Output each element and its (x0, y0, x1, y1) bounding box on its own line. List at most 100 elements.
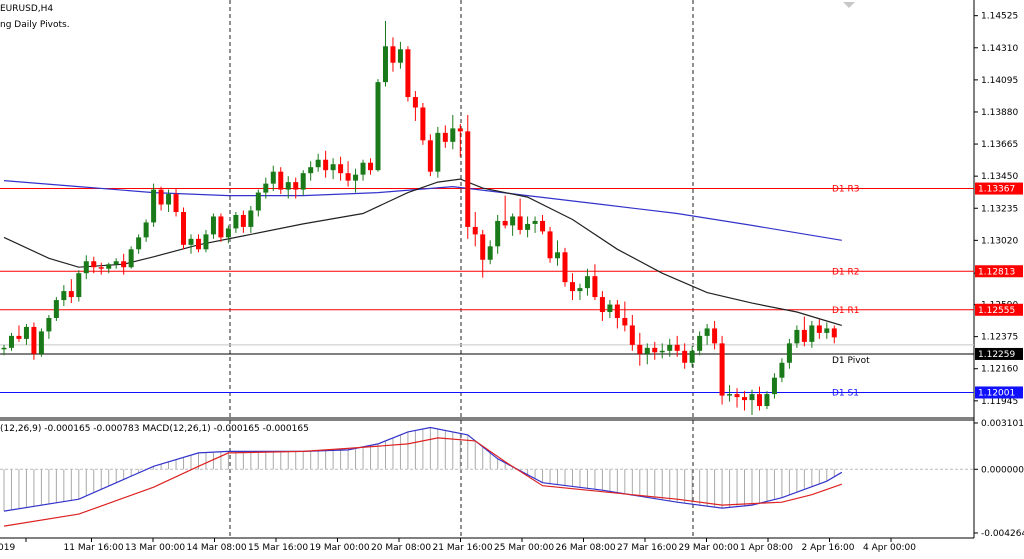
candle-body (510, 216, 516, 226)
candle-body (569, 282, 575, 292)
candle-body (308, 167, 314, 174)
candle-body (697, 335, 703, 351)
time-tick-label: 29 Mar 00:00 (679, 543, 739, 553)
candle-body (61, 291, 67, 301)
time-tick-label: 26 Mar 08:00 (556, 543, 616, 553)
candle-body (195, 238, 201, 250)
candle-body (472, 226, 478, 235)
pivot-price-tag (975, 347, 1023, 360)
candle-body (38, 331, 44, 354)
pivot-label: D1 R1 (832, 306, 860, 316)
candle-body (173, 194, 179, 212)
candle-body (427, 140, 433, 172)
pivot-price-tag (975, 182, 1023, 195)
candle-body (106, 264, 112, 269)
candle-body (786, 343, 792, 363)
candle-body (113, 261, 119, 265)
candle-body (644, 347, 650, 354)
candle-body (652, 347, 658, 353)
moving-average-slow (3, 180, 842, 241)
candle-body (689, 350, 695, 363)
time-tick-label: 13 Mar 00:00 (125, 543, 185, 553)
time-tick-label: 15 Mar 16:00 (248, 543, 308, 553)
time-tick-label: 4 Apr 00:00 (863, 543, 916, 553)
candle-body (801, 329, 807, 342)
candle-body (210, 216, 216, 235)
price-tick-label: 1.13880 (981, 108, 1018, 118)
candle-body (667, 344, 673, 351)
candle-body (203, 234, 209, 250)
time-tick-label: 25 Mar 00:00 (494, 543, 554, 553)
candle-body (547, 231, 553, 259)
candle-body (16, 335, 22, 339)
candle-body (450, 128, 456, 142)
candle-body (293, 182, 299, 190)
candle-body (540, 220, 546, 232)
candle-body (218, 216, 224, 238)
price-tick-label: 1.14525 (981, 12, 1018, 22)
time-tick-label: 20 Mar 08:00 (371, 543, 431, 553)
candle-body (412, 97, 418, 108)
moving-average-fast (3, 178, 842, 326)
time-tick-label: 14 Mar 08:00 (187, 543, 247, 553)
candle-body (495, 220, 501, 247)
candle-body (682, 350, 688, 363)
candle-body (734, 394, 740, 398)
candle-body (91, 261, 97, 268)
candle-body (53, 300, 59, 318)
candle-body (1, 347, 7, 350)
candle-body (719, 343, 725, 396)
candle-body (727, 394, 733, 396)
candle-body (121, 261, 127, 268)
candle-body (338, 164, 344, 174)
candle-body (405, 49, 411, 98)
candle-body (622, 317, 628, 326)
candle-body (375, 82, 381, 171)
candle-body (704, 328, 710, 336)
candle-body (756, 394, 762, 407)
candle-body (323, 159, 329, 171)
pivot-price-tag-text: 1.12555 (978, 306, 1015, 316)
macd-tick-label: 0.000000 (981, 465, 1024, 475)
candle-body (98, 267, 104, 269)
candle-body (136, 237, 142, 250)
candle-body (502, 220, 508, 226)
chart-shift-arrow-icon[interactable] (843, 2, 855, 8)
pivot-price-tag (975, 303, 1023, 316)
price-tick-label: 1.12375 (981, 333, 1018, 343)
candle-body (435, 132, 441, 172)
candle-body (31, 326, 37, 354)
candle-body (562, 252, 568, 283)
candle-body (248, 210, 254, 227)
candle-body (46, 317, 52, 332)
candle-body (712, 328, 718, 344)
candle-body (577, 288, 583, 292)
candle-body (614, 304, 620, 318)
candle-body (315, 159, 321, 168)
candle-body (345, 173, 351, 181)
pivot-price-tag (975, 265, 1023, 278)
candle-body (368, 162, 374, 171)
candle-body (749, 394, 755, 401)
candle-body (442, 132, 448, 142)
time-tick-label: 019 (0, 543, 15, 553)
candle-body (23, 326, 29, 339)
candle-body (382, 46, 388, 83)
price-tick-label: 1.13235 (981, 204, 1018, 214)
time-tick-label: 1 Apr 08:00 (740, 543, 793, 553)
candle-body (233, 214, 239, 229)
time-tick-label: 21 Mar 16:00 (433, 543, 493, 553)
pivot-price-tag-text: 1.13367 (978, 185, 1015, 195)
price-tick-label: 1.13020 (981, 236, 1018, 246)
signal-line (3, 437, 842, 527)
macd-tick-label: 0.003101 (981, 419, 1024, 429)
candle-body (8, 335, 14, 348)
pivot-label: D1 Pivot (832, 356, 870, 366)
pivot-label: D1 S1 (832, 388, 859, 398)
candle-body (809, 325, 815, 342)
indicator-label: ng Daily Pivots. (0, 20, 70, 30)
candle-body (584, 276, 590, 289)
candle-body (599, 297, 605, 313)
candle-body (517, 216, 523, 230)
